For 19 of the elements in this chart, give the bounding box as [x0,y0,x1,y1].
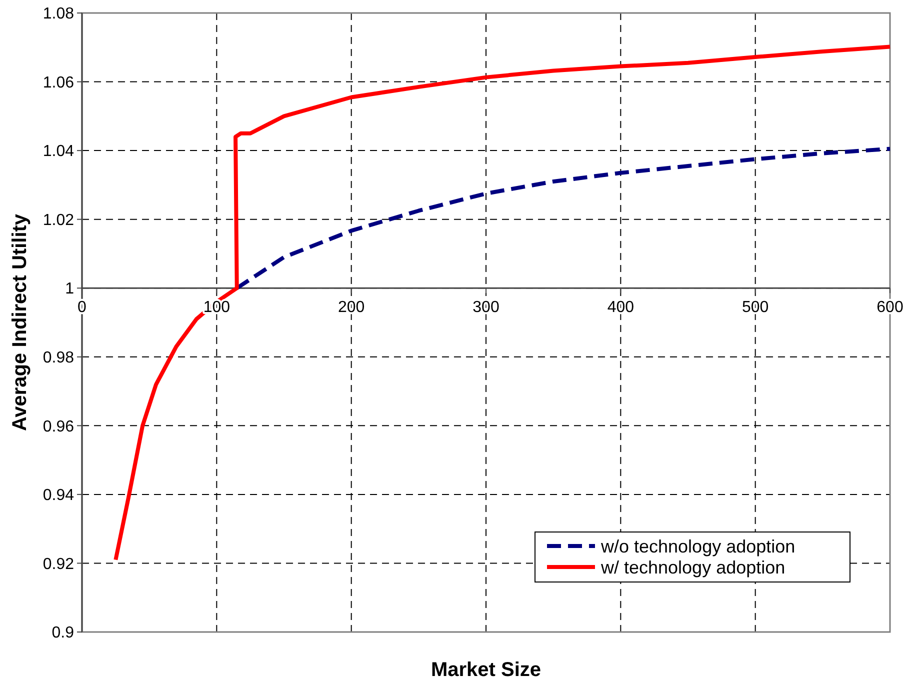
x-tick-label: 400 [607,299,634,316]
y-tick-label: 0.9 [52,624,74,642]
x-tick-label: 600 [876,299,904,316]
y-tick-label: 0.94 [42,487,74,504]
y-tick-label: 1.04 [42,143,74,160]
y-tick-label: 0.98 [42,349,74,366]
y-tick-label: 1.06 [42,74,74,92]
y-tick-label: 0.96 [42,418,74,436]
legend-label: w/ technology adoption [600,557,786,578]
x-tick-label: 500 [742,299,769,316]
y-tick-label: 1 [65,280,74,298]
y-axis-title: Average Indirect Utility [9,213,31,432]
y-tick-label: 0.92 [42,556,74,573]
x-tick-label: 300 [472,299,500,316]
legend-label: w/o technology adoption [600,536,796,556]
x-tick-label: 200 [338,299,365,316]
y-tick-label: 1.08 [42,6,74,23]
x-axis-title: Market Size [430,659,542,681]
y-tick-label: 1.02 [42,212,74,229]
